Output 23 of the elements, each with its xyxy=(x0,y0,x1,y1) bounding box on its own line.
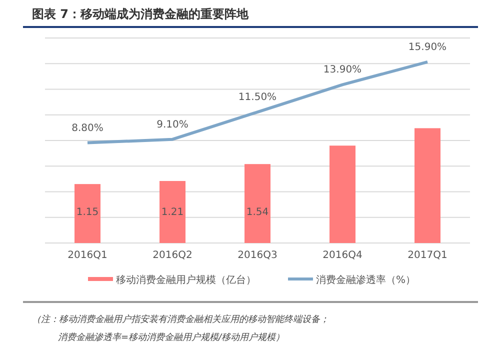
x-tick-label: 2017Q1 xyxy=(408,250,448,261)
bar xyxy=(330,146,356,243)
legend-label: 消费金融渗透率（%） xyxy=(316,274,416,286)
bar xyxy=(160,180,186,243)
bar xyxy=(244,164,270,243)
data-label: 13.90% xyxy=(323,64,362,76)
data-label: 1.54 xyxy=(246,207,269,218)
legend-label: 移动消费金融用户规模（亿台） xyxy=(116,274,256,286)
data-label: 11.50% xyxy=(238,92,277,104)
chart-title: 图表 7：移动端成为消费金融的重要阵地 xyxy=(32,7,250,21)
x-tick-label: 2016Q2 xyxy=(152,250,192,261)
data-label: 8.80% xyxy=(72,122,104,134)
data-label: 9.10% xyxy=(156,119,188,130)
x-tick-label: 2016Q4 xyxy=(322,250,362,261)
text: （注：移动消费金融用户指安装有消费金融相关应用的移动智能终端设备； xyxy=(32,314,329,325)
data-label: 15.90% xyxy=(408,42,447,53)
data-label: 1.15 xyxy=(76,207,99,218)
data-label: 1.21 xyxy=(161,207,184,218)
bar xyxy=(414,128,440,243)
x-tick-label: 2016Q3 xyxy=(238,250,278,261)
x-tick-label: 2016Q1 xyxy=(68,250,108,261)
bar xyxy=(74,184,100,243)
text: 消费金融渗透率=移动消费金融用户规模/移动用户规模） xyxy=(58,332,285,343)
